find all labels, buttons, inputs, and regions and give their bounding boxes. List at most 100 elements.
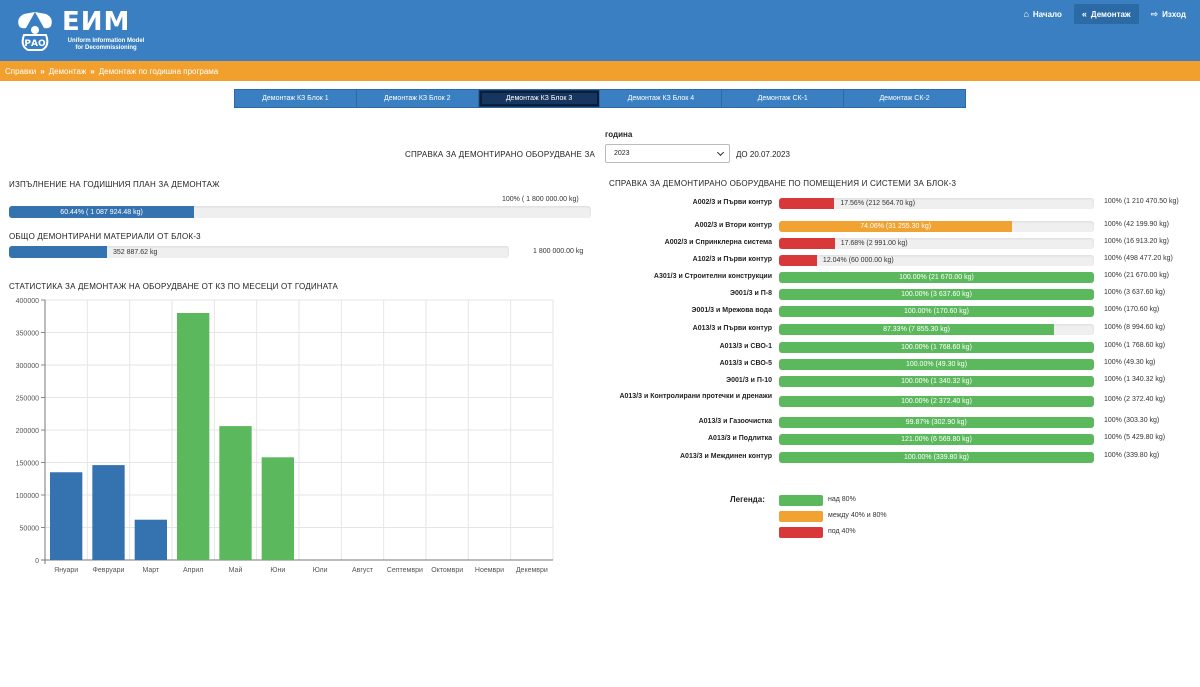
room-row-progress-fill: 100.00% (170.60 kg) — [779, 306, 1094, 317]
room-row-label: А013/3 и Междинен контур — [680, 453, 772, 460]
year-select[interactable]: 2023 — [605, 144, 730, 163]
unit-tabs: Демонтаж КЗ Блок 1 Демонтаж КЗ Блок 2 Де… — [234, 89, 966, 108]
chart-y-tick-label: 50000 — [20, 526, 40, 533]
chart-bar-4 — [219, 426, 252, 560]
legend-label-green: над 80% — [828, 496, 856, 503]
room-row-progress: 100.00% (170.60 kg) — [779, 306, 1094, 317]
chart-y-tick-label: 300000 — [16, 363, 39, 370]
room-row-progress-text: 17.68% (2 991.00 kg) — [840, 240, 908, 247]
room-row-label: Э001/3 и П-8 — [730, 290, 772, 297]
chart-y-tick-label: 200000 — [16, 428, 39, 435]
chart-x-tick-label: Януари — [54, 567, 78, 574]
total-materials-total: 1 800 000.00 kg — [533, 248, 584, 255]
legend-label-red: под 40% — [828, 528, 856, 535]
total-materials-title: ОБЩО ДЕМОНТИРАНИ МАТЕРИАЛИ ОТ БЛОК-3 — [9, 232, 201, 241]
report-title: СПРАВКА ЗА ДЕМОНТИРАНО ОБОРУДВАНЕ ЗА — [405, 150, 596, 159]
logo-text: РАО — [24, 39, 46, 49]
rao-logo-icon: РАО ДП — [18, 12, 52, 51]
room-row-label: Э001/3 и Мрежова вода — [691, 307, 772, 314]
chart-bar-2 — [134, 519, 167, 560]
breadcrumb-separator-icon: » — [90, 66, 95, 76]
nav-logout-button[interactable]: ⇨ Изход — [1143, 4, 1194, 24]
room-row-total: 100% (21 670.00 kg) — [1104, 272, 1169, 279]
room-row-total: 100% (303.30 kg) — [1104, 417, 1160, 424]
nav-home-button[interactable]: ⌂ Начало — [1015, 4, 1069, 24]
room-row-label: А013/3 и Първи контур — [692, 325, 772, 332]
room-row-progress-text: 100.00% (21 670.00 kg) — [899, 274, 974, 281]
room-row-label: А301/3 и Строителни конструкции — [653, 273, 772, 280]
brand-subtitle-line-2: for Decommissioning — [75, 45, 137, 51]
room-row-progress-text: 100.00% (1 340.32 kg) — [901, 378, 972, 385]
room-row-total: 100% (8 994.60 kg) — [1104, 324, 1166, 331]
breadcrumb-item-current: Демонтаж по годишна програма — [98, 66, 219, 76]
nav-logout-label: Изход — [1162, 9, 1186, 19]
room-row-label: А013/3 и Подлитка — [708, 435, 772, 442]
tab-unit-4[interactable]: Демонтаж КЗ Блок 4 — [600, 90, 723, 107]
room-row-label: А013/3 и Контролирани протечки и дренажи — [619, 393, 772, 400]
annual-plan-title: ИЗПЪЛНЕНИЕ НА ГОДИШНИЯ ПЛАН ЗА ДЕМОНТАЖ — [9, 180, 220, 189]
room-row-label: А002/3 и Втори контур — [694, 222, 772, 229]
room-row-progress-fill: 99.87% (302.90 kg) — [779, 417, 1094, 428]
chart-y-tick-label: 400000 — [16, 298, 39, 305]
legend-swatch-red — [779, 527, 823, 538]
room-row-progress-text: 100.00% (2 372.40 kg) — [901, 398, 972, 405]
tab-sk-2[interactable]: Демонтаж СК-2 — [879, 95, 930, 102]
rao-logo[interactable]: РАО ДП — [14, 8, 56, 52]
tab-sk-1[interactable]: Демонтаж СК-1 — [722, 90, 845, 107]
room-row-total: 100% (2 372.40 kg) — [1104, 396, 1166, 403]
room-row-progress: 100.00% (49.30 kg) — [779, 359, 1094, 370]
room-row-progress: 87.33% (7 855.30 kg) — [779, 324, 1094, 335]
room-row-progress-fill: 121.00% (6 569.80 kg) — [779, 434, 1094, 445]
nav-home-label: Начало — [1032, 9, 1062, 19]
room-row-total: 100% (1 340.32 kg) — [1104, 376, 1166, 383]
tab-unit-3[interactable]: Демонтаж КЗ Блок 3 — [478, 90, 601, 107]
brand-subtitle-line-1: Uniform Information Model — [67, 38, 145, 44]
chart-bar-0 — [50, 472, 83, 560]
room-row-progress: 100.00% (2 372.40 kg) — [779, 396, 1094, 407]
app-header: РАО ДП ЕИМ Uniform Information Model for… — [0, 0, 1200, 61]
room-row-progress-text: 100.00% (170.60 kg) — [904, 308, 969, 315]
monthly-bar-chart: 0 50000 100000 150000 200000 250000 300000 3500… — [16, 298, 554, 574]
room-row-progress-fill: 100.00% (1 340.32 kg) — [779, 376, 1094, 387]
chart-x-tick-label: Ноември — [475, 567, 504, 574]
room-row-progress-fill: 100.00% (21 670.00 kg) — [779, 272, 1094, 283]
year-label: година — [605, 130, 633, 139]
chart-y-tick-label: 150000 — [16, 461, 39, 468]
total-materials-progress: 352 887.62 kg — [9, 246, 509, 258]
room-row-progress-text: 87.33% (7 855.30 kg) — [883, 326, 950, 333]
room-row-label: А002/3 и Спринклерна система — [664, 239, 772, 246]
chart-bar-5 — [261, 457, 294, 560]
room-row-progress: 17.56% (212 564.70 kg) — [779, 198, 1094, 209]
total-materials-value: 352 887.62 kg — [113, 248, 158, 256]
brand-title: ЕИМ — [62, 7, 131, 37]
room-row-progress: 100.00% (1 340.32 kg) — [779, 376, 1094, 387]
logo-small-text: ДП — [32, 18, 38, 23]
annual-plan-progress-fill: 60.44% ( 1 087 924.48 kg) — [9, 206, 195, 218]
room-row-progress-text: 121.00% (6 569.80 kg) — [901, 436, 972, 443]
room-row-total: 100% (170.60 kg) — [1104, 306, 1160, 313]
annual-plan-progress: 60.44% ( 1 087 924.48 kg) — [9, 206, 591, 218]
room-row-progress: 121.00% (6 569.80 kg) — [779, 434, 1094, 445]
room-row-label: А102/3 и Първи контур — [692, 256, 772, 263]
room-row-progress-text: 100.00% (49.30 kg) — [905, 361, 968, 368]
room-row-progress: 100.00% (21 670.00 kg) — [779, 272, 1094, 283]
room-row-progress-text: 100.00% (339.80 kg) — [904, 454, 969, 461]
breadcrumb-item-reports[interactable]: Справки — [5, 66, 37, 76]
tab-unit-1[interactable]: Демонтаж КЗ Блок 1 — [235, 90, 357, 107]
sign-out-icon: ⇨ — [1150, 8, 1159, 19]
room-row-total: 100% (339.80 kg) — [1104, 452, 1160, 459]
room-row-progress-text: 100.00% (3 637.60 kg) — [901, 291, 972, 298]
legend-title: Легенда: — [730, 495, 765, 504]
chart-y-tick-label: 0 — [35, 558, 39, 565]
chart-x-tick-label: Юни — [270, 567, 285, 574]
nav-dismantling-button[interactable]: « Демонтаж — [1073, 4, 1139, 24]
breadcrumb-item-dismantling[interactable]: Демонтаж — [48, 66, 87, 76]
room-row-progress: 12.04% (60 000.00 kg) — [779, 255, 1094, 266]
rooms-title: СПРАВКА ЗА ДЕМОНТИРАНО ОБОРУДВАНЕ ПО ПОМ… — [609, 179, 957, 188]
room-row-progress: 100.00% (339.80 kg) — [779, 452, 1094, 463]
room-row-label: А013/3 и Газоочистка — [698, 418, 772, 425]
room-row-progress-fill: 100.00% (49.30 kg) — [779, 359, 1094, 370]
room-row-total: 100% (1 210 470.50 kg) — [1104, 198, 1179, 205]
tab-unit-2[interactable]: Демонтаж КЗ Блок 2 — [357, 90, 479, 107]
legend-swatch-orange — [779, 511, 823, 522]
